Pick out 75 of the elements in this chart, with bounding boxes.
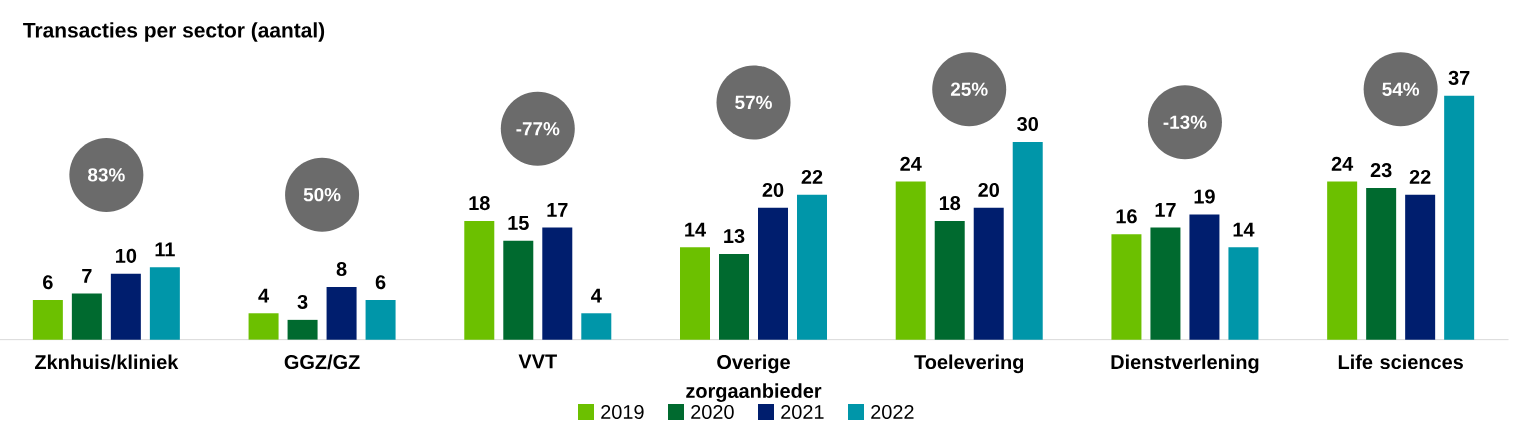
annotation: 25% (950, 82, 988, 96)
x-tick-label: VVT (518, 354, 557, 369)
bar (680, 247, 711, 340)
data-label: 20 (978, 182, 999, 197)
bar (326, 286, 357, 340)
bar (365, 300, 396, 340)
data-label: 20 (762, 182, 784, 197)
bar (287, 319, 318, 340)
bar (149, 267, 180, 340)
bar (542, 227, 573, 340)
bar (934, 221, 965, 340)
bar (1444, 95, 1475, 340)
bar (1111, 234, 1142, 340)
annotation: 50% (303, 187, 341, 202)
legend-label: 2019 (601, 404, 644, 420)
legend-label: 2022 (871, 404, 914, 420)
x-tick-label: Toelevering (914, 354, 1024, 374)
data-label: 3 (297, 294, 308, 310)
bar (1189, 214, 1220, 340)
bar (503, 240, 534, 340)
data-label: 8 (336, 261, 347, 277)
data-label: 24 (1331, 156, 1354, 171)
data-label: 18 (939, 196, 961, 211)
annotation: 57% (735, 95, 772, 110)
data-label: 15 (508, 216, 529, 230)
bar (464, 221, 495, 340)
legend-label: 2020 (691, 404, 734, 420)
bar (895, 181, 926, 340)
data-label: 22 (801, 169, 823, 184)
annotation: 54% (1382, 82, 1420, 96)
data-label: 13 (724, 228, 745, 244)
bar (1228, 247, 1259, 340)
bar (1327, 181, 1358, 340)
bar (71, 293, 102, 340)
bar (1405, 194, 1436, 340)
x-tick-label: Overige zorgaanbieder (686, 354, 822, 403)
bar (1012, 141, 1043, 340)
data-label: 16 (1116, 209, 1137, 224)
data-label: 17 (1155, 203, 1176, 217)
annotation: 83% (88, 168, 125, 182)
bar (248, 313, 279, 340)
data-label: 37 (1448, 70, 1470, 85)
data-label: 4 (591, 288, 602, 303)
data-label: 14 (1233, 222, 1255, 237)
data-label: 6 (43, 275, 53, 290)
bar (973, 207, 1004, 340)
bar (1150, 227, 1181, 340)
data-label: 7 (82, 268, 92, 283)
data-label: 22 (1409, 169, 1431, 184)
data-label: 24 (900, 156, 922, 171)
bar (110, 273, 141, 340)
data-label: 19 (1194, 189, 1215, 204)
bar (758, 207, 789, 340)
data-label: 18 (469, 196, 490, 211)
annotation: -13% (1163, 115, 1207, 129)
data-label: 6 (375, 275, 386, 290)
data-label: 11 (155, 242, 175, 257)
x-tick-label: Zknhuis/kliniek (34, 354, 179, 370)
bar (719, 253, 750, 340)
data-label: 17 (547, 203, 568, 217)
data-label: 10 (116, 248, 137, 263)
x-tick-label: Dienstverlening (1111, 354, 1259, 374)
data-label: 23 (1370, 163, 1392, 178)
annotation: -77% (516, 122, 560, 136)
data-label: 4 (258, 288, 269, 303)
data-label: 14 (685, 222, 706, 237)
chart-title: Transacties per sector (aantal) (23, 22, 325, 42)
bar (797, 194, 828, 340)
legend-label: 2021 (781, 404, 824, 420)
bar (32, 300, 63, 340)
bar (1366, 188, 1397, 340)
x-tick-label: GGZ/GZ (284, 354, 360, 370)
bar (581, 313, 612, 340)
data-label: 30 (1017, 116, 1038, 132)
x-tick-label: Life sciences (1338, 354, 1463, 370)
